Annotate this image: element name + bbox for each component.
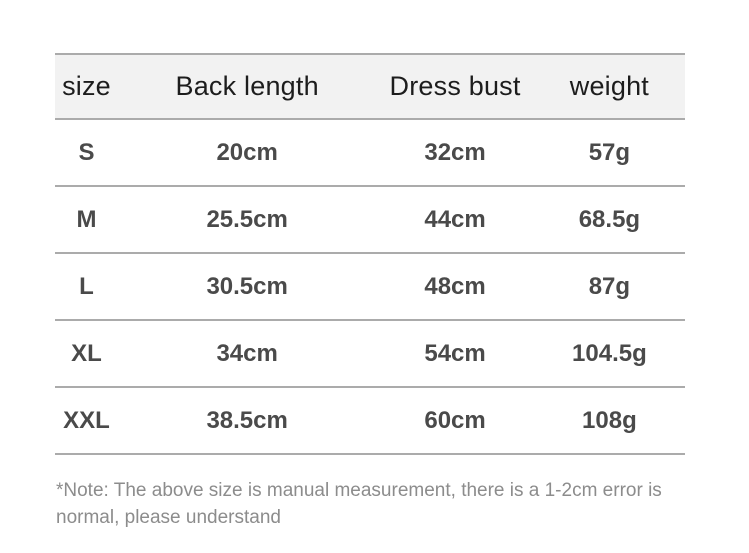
header-back-length: Back length	[175, 71, 319, 101]
header-size: size	[62, 71, 111, 101]
table-row-l: L 30.5cm 48cm 87g	[55, 254, 685, 321]
table-row-s: S 20cm 32cm 57g	[55, 120, 685, 187]
cell-size: XXL	[63, 406, 110, 434]
cell-dress-bust: 60cm	[424, 406, 486, 434]
cell-weight: 68.5g	[578, 205, 641, 233]
table-header-row: size Back length Dress bust weight	[55, 53, 685, 120]
cell-size: S	[78, 138, 95, 166]
table-row-m: M 25.5cm 44cm 68.5g	[55, 187, 685, 254]
cell-back-length: 25.5cm	[206, 205, 288, 233]
cell-dress-bust: 44cm	[424, 205, 486, 233]
table-row-xl: XL 34cm 54cm 104.5g	[55, 321, 685, 388]
table-row-xxl: XXL 38.5cm 60cm 108g	[55, 388, 685, 455]
measurement-note: *Note: The above size is manual measurem…	[56, 480, 662, 528]
cell-size: XL	[71, 339, 102, 367]
cell-back-length: 34cm	[216, 339, 278, 367]
header-dress-bust: Dress bust	[389, 71, 521, 101]
cell-size: M	[76, 205, 97, 233]
cell-dress-bust: 32cm	[424, 138, 486, 166]
cell-back-length: 30.5cm	[206, 272, 288, 300]
header-weight: weight	[569, 71, 650, 101]
table-body: S 20cm 32cm 57g M 25.5cm 44cm 68.5g L 30…	[55, 120, 685, 455]
cell-dress-bust: 54cm	[424, 339, 486, 367]
cell-size: L	[79, 272, 94, 300]
cell-weight: 104.5g	[572, 339, 647, 367]
cell-weight: 57g	[588, 138, 631, 166]
cell-dress-bust: 48cm	[424, 272, 486, 300]
cell-weight: 87g	[588, 272, 631, 300]
size-chart-table: size Back length Dress bust weight S 20c…	[55, 53, 685, 455]
cell-weight: 108g	[582, 406, 637, 434]
cell-back-length: 20cm	[216, 138, 278, 166]
cell-back-length: 38.5cm	[206, 406, 288, 434]
